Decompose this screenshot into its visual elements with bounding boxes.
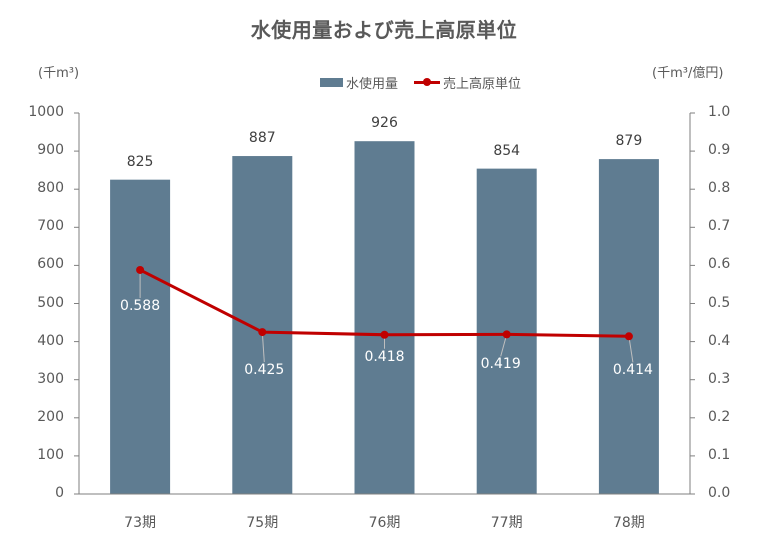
left-tick-label: 200 — [37, 408, 64, 425]
legend-bar-swatch-icon — [320, 78, 343, 87]
right-tick-label: 0.0 — [708, 485, 731, 501]
right-tick-label: 0.7 — [708, 218, 731, 235]
right-tick-label: 0.6 — [708, 256, 731, 273]
left-axis-unit: (千m³) — [38, 66, 80, 81]
legend-line-marker-icon — [414, 78, 441, 86]
line-value-label: 0.414 — [612, 362, 653, 379]
bar-value-label: 926 — [371, 115, 398, 132]
chart-title: 水使用量および売上高原単位 — [250, 18, 518, 42]
category-label: 76期 — [368, 515, 401, 531]
bar-1 — [232, 156, 293, 495]
bar-0 — [110, 179, 171, 495]
bar-value-label: 854 — [493, 142, 521, 159]
right-tick-label: 0.8 — [708, 180, 731, 197]
left-tick-label: 400 — [37, 332, 64, 349]
right-tick-label: 0.5 — [708, 294, 731, 311]
line-value-label: 0.588 — [120, 297, 161, 314]
legend-label-water-usage: 水使用量 — [346, 77, 399, 92]
line-point-marker-icon — [136, 265, 145, 274]
line-point-marker-icon — [258, 328, 267, 337]
leader-line — [261, 332, 265, 363]
category-label: 78期 — [612, 515, 645, 531]
bar-value-label: 879 — [615, 133, 643, 150]
right-tick-label: 0.2 — [708, 408, 731, 425]
right-tick-label: 0.4 — [708, 332, 731, 349]
left-tick-label: 0 — [55, 485, 64, 501]
bar-value-label: 825 — [126, 153, 154, 170]
category-label: 75期 — [246, 515, 279, 531]
line-point-marker-icon — [624, 332, 633, 341]
bar-4 — [598, 159, 659, 494]
left-tick-label: 800 — [37, 180, 64, 197]
leader-line — [628, 336, 634, 363]
left-tick-label: 500 — [37, 294, 64, 311]
category-label: 73期 — [124, 515, 156, 531]
right-tick-label: 0.3 — [708, 370, 731, 387]
right-axis-unit: (千m³/億円) — [652, 66, 724, 81]
left-tick-label: 100 — [37, 446, 64, 463]
left-tick-label: 700 — [37, 218, 64, 235]
line-point-marker-icon — [502, 330, 511, 339]
legend-label-sales-intensity: 売上高原単位 — [443, 77, 522, 92]
right-tick-label: 0.9 — [708, 142, 731, 159]
right-tick-label: 1.0 — [708, 104, 731, 120]
left-tick-label: 1000 — [28, 104, 64, 120]
left-tick-label: 900 — [37, 142, 64, 159]
bar-value-label: 887 — [248, 130, 276, 147]
left-tick-label: 300 — [37, 370, 64, 387]
right-tick-label: 0.1 — [708, 446, 731, 463]
line-value-label: 0.418 — [364, 348, 405, 365]
line-value-label: 0.419 — [480, 356, 521, 373]
bar-2 — [354, 141, 415, 494]
line-point-marker-icon — [380, 330, 389, 339]
line-value-label: 0.425 — [244, 362, 285, 379]
left-tick-label: 600 — [37, 256, 64, 273]
category-label: 77期 — [490, 515, 523, 531]
legend: 水使用量 売上高原単位 — [320, 73, 521, 92]
